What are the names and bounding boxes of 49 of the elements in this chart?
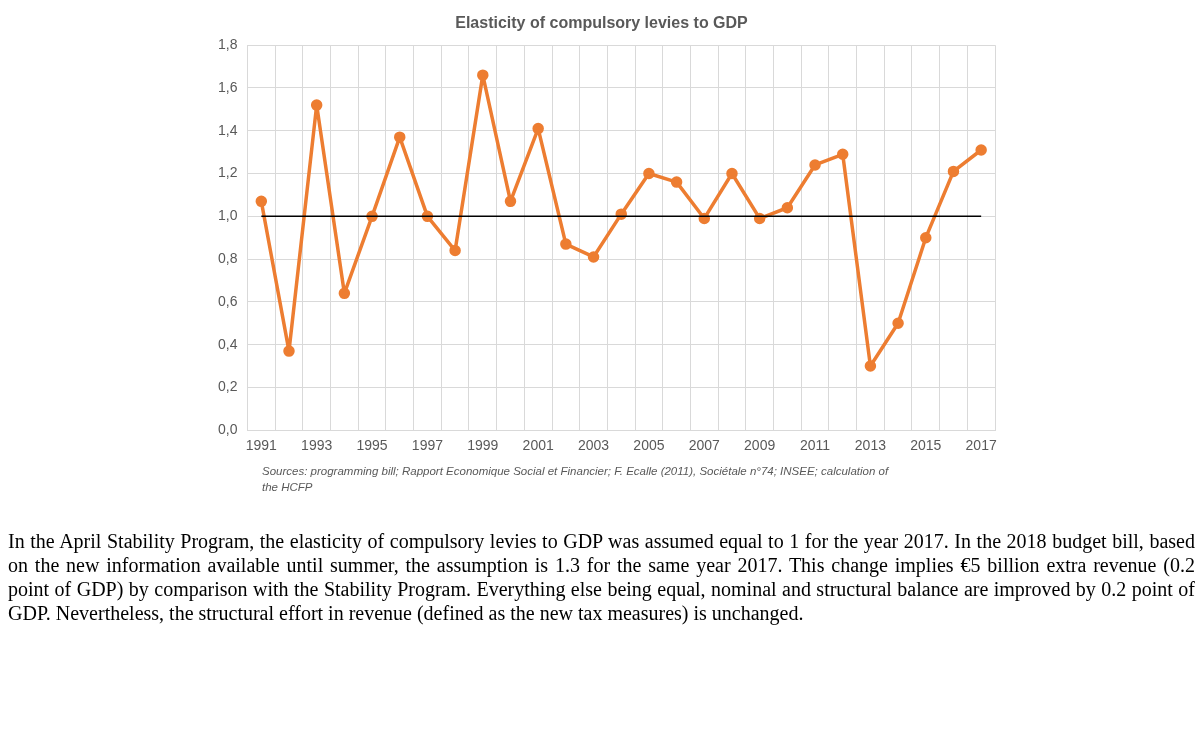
x-tick-label: 2013 [854,437,887,454]
text: In the April Stability Program, the elasticity of compulsory levies to GDP was assumed equal to 1 for the year 2017. In the 2018 budget bill, based on the new information available until summer, the assumption is 1.3 for the same year 2017. This change implies €5 billion extra revenue (0.2 point of GDP) by comparison with the Stability Program. Everything else being equal, nominal and structural balance are improved by 0.2 point of GDP. Nevertheless, the structural effort in revenue (defined as the new tax measures) is unchanged. [8,529,1195,625]
source-note: Sources: programming bill; Rapport Economique Social et Financier; F. Ecalle (2011), Sociétale n°74; INSEE; calculation of the HCFP [262,464,890,495]
y-tick-label: 1,8 [217,36,238,53]
y-tick-label: 1,2 [217,164,238,181]
point [781,202,794,214]
y-tick-label: 1,4 [217,121,238,138]
point [560,238,572,250]
x-tick-label: 2001 [522,437,554,454]
y-tick-label: 0,2 [217,378,238,395]
point [892,317,904,330]
point [587,251,600,263]
x-tick-label: 1995 [356,437,388,454]
y-tick-label: 0,8 [217,249,238,266]
x-tick-label: 1999 [467,437,499,454]
point [975,144,987,156]
point [504,195,517,208]
point [670,176,683,188]
point [643,167,655,180]
point [920,231,932,244]
x-tick-label: 1991 [245,437,278,454]
x-tick-label: 2007 [688,437,721,454]
x-tick-label: 1993 [301,437,333,454]
point [726,167,738,180]
x-tick-label: 2011 [799,437,831,454]
x-tick-label: 2003 [577,437,610,454]
x-tick-label: 1997 [411,437,444,454]
point [477,69,489,81]
point [393,131,406,143]
point [836,148,849,161]
y-tick-label: 0,4 [217,335,238,352]
x-tick-label: 2015 [910,437,942,454]
point [864,360,877,372]
point [338,287,351,300]
point [532,122,544,135]
y-tick-label: 0,0 [217,421,238,438]
y-tick-label: 1,0 [217,207,238,224]
chart-title: Elasticity of compulsory levies to GDP [455,14,749,32]
point [283,345,295,357]
y-tick-label: 0,6 [217,292,238,309]
point [947,165,960,178]
x-tick-label: 2009 [744,437,776,454]
point [809,159,821,171]
x-tick-label: 2017 [965,437,997,454]
point [310,99,323,111]
point [449,244,461,257]
x-tick-label: 2005 [633,437,665,454]
y-tick-label: 1,6 [217,78,238,95]
point [255,195,268,208]
